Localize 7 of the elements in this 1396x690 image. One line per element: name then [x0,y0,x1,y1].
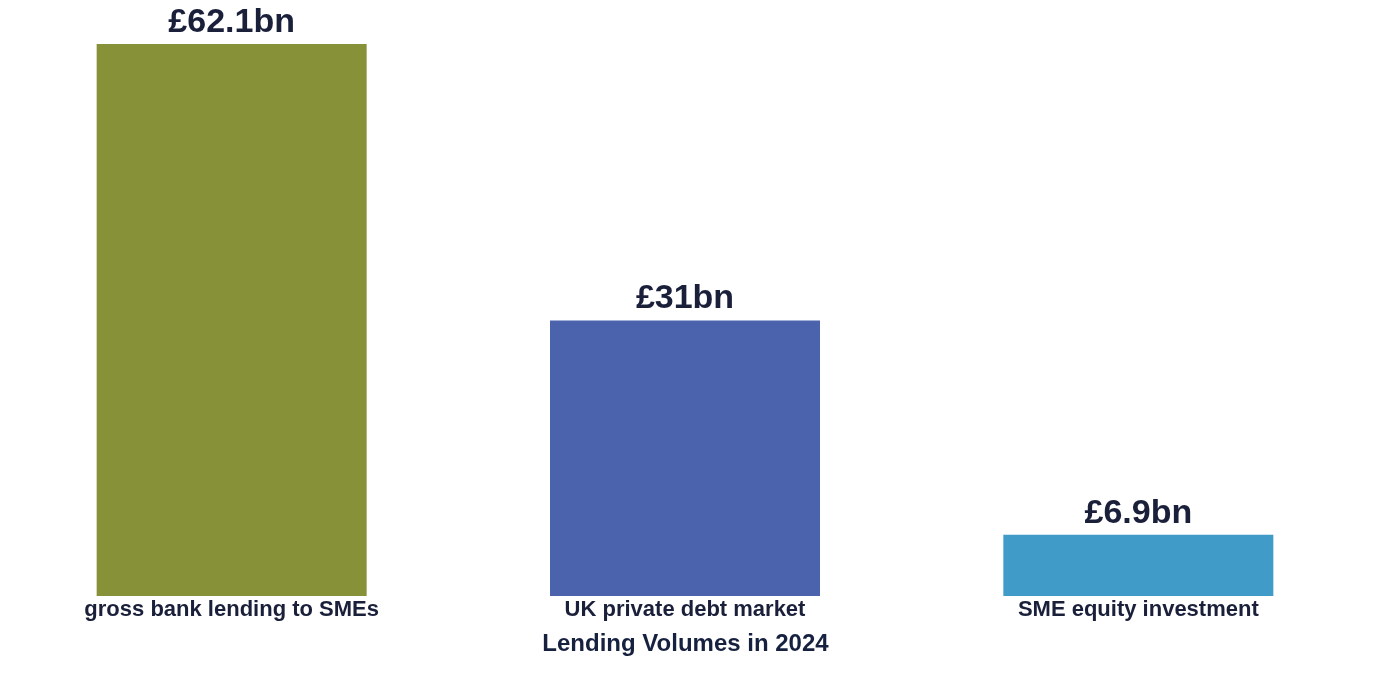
x-tick-label: UK private debt market [564,595,807,621]
data-label: £31bn [635,277,735,316]
data-label: £62.1bn [168,1,295,39]
data-label: £6.9bn [1084,491,1193,530]
x-axis-title: Lending Volumes in 2024 [542,628,830,656]
x-tick-label: SME equity investment [1017,595,1260,621]
x-tick-label: gross bank lending to SMEs [84,595,379,621]
